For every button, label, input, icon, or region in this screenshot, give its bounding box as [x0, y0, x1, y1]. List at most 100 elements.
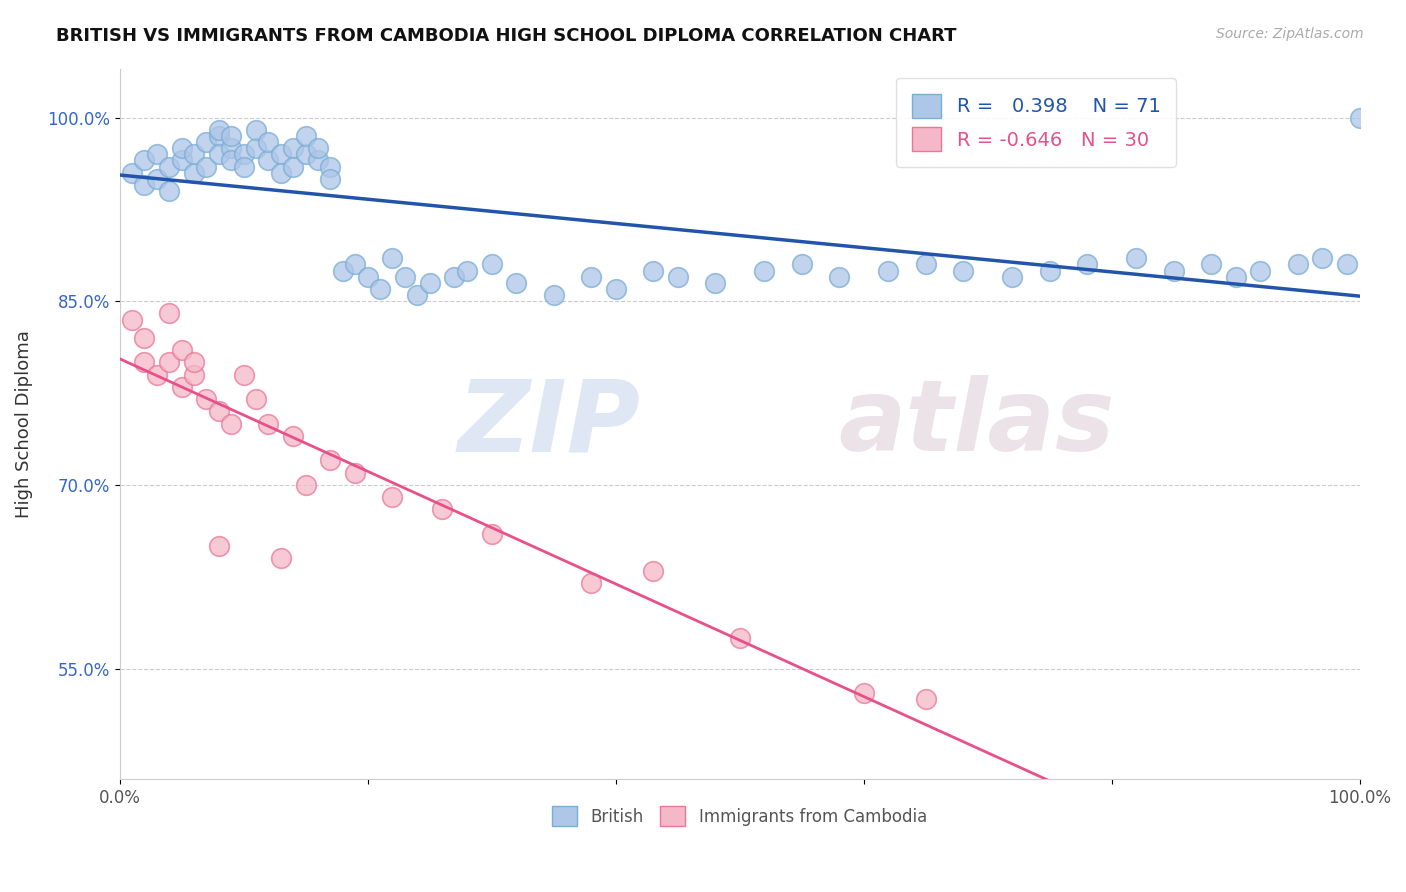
Point [208, 128, 231, 143]
Point [294, 478, 316, 492]
Point [1199, 258, 1222, 272]
Point [219, 153, 242, 168]
Point [1038, 263, 1060, 277]
Point [219, 128, 242, 143]
Point [294, 128, 316, 143]
Point [1125, 252, 1147, 266]
Point [579, 269, 602, 284]
Point [1336, 258, 1358, 272]
Point [257, 135, 280, 149]
Point [208, 539, 231, 553]
Point [219, 141, 242, 155]
Point [443, 269, 465, 284]
Point [790, 258, 813, 272]
Point [1348, 111, 1371, 125]
Point [505, 276, 527, 290]
Point [134, 355, 156, 369]
Point [121, 312, 143, 326]
Legend: British, Immigrants from Cambodia: British, Immigrants from Cambodia [544, 797, 935, 835]
Point [270, 551, 292, 566]
Point [344, 466, 367, 480]
Point [728, 631, 751, 645]
Point [208, 122, 231, 136]
Point [208, 147, 231, 161]
Point [307, 141, 329, 155]
Point [456, 263, 478, 277]
Point [170, 380, 193, 394]
Point [1076, 258, 1098, 272]
Point [641, 263, 664, 277]
Y-axis label: High School Diploma: High School Diploma [15, 330, 32, 517]
Point [195, 392, 218, 407]
Point [952, 263, 974, 277]
Point [157, 306, 180, 320]
Point [294, 147, 316, 161]
Text: Source: ZipAtlas.com: Source: ZipAtlas.com [1216, 27, 1364, 41]
Point [754, 263, 776, 277]
Point [170, 141, 193, 155]
Point [183, 147, 205, 161]
Point [319, 171, 342, 186]
Point [232, 147, 254, 161]
Point [232, 160, 254, 174]
Point [394, 269, 416, 284]
Point [1225, 269, 1247, 284]
Point [245, 392, 267, 407]
Point [270, 166, 292, 180]
Point [257, 153, 280, 168]
Point [605, 282, 627, 296]
Point [146, 368, 169, 382]
Point [195, 160, 218, 174]
Point [319, 453, 342, 467]
Point [146, 147, 169, 161]
Point [703, 276, 725, 290]
Point [283, 160, 305, 174]
Point [134, 153, 156, 168]
Point [430, 502, 453, 516]
Point [852, 686, 875, 700]
Point [1286, 258, 1309, 272]
Point [543, 288, 565, 302]
Point [170, 153, 193, 168]
Point [1310, 252, 1333, 266]
Point [344, 258, 367, 272]
Point [914, 258, 936, 272]
Point [381, 490, 404, 504]
Point [914, 692, 936, 706]
Text: atlas: atlas [839, 376, 1115, 472]
Point [195, 135, 218, 149]
Point [307, 153, 329, 168]
Point [232, 368, 254, 382]
Point [245, 141, 267, 155]
Point [641, 564, 664, 578]
Point [170, 343, 193, 358]
Point [134, 331, 156, 345]
Point [828, 269, 851, 284]
Point [283, 429, 305, 443]
Point [146, 171, 169, 186]
Point [208, 404, 231, 418]
Point [666, 269, 689, 284]
Point [1249, 263, 1271, 277]
Text: BRITISH VS IMMIGRANTS FROM CAMBODIA HIGH SCHOOL DIPLOMA CORRELATION CHART: BRITISH VS IMMIGRANTS FROM CAMBODIA HIGH… [56, 27, 956, 45]
Point [134, 178, 156, 192]
Point [481, 258, 503, 272]
Point [270, 147, 292, 161]
Point [283, 141, 305, 155]
Point [368, 282, 391, 296]
Point [877, 263, 900, 277]
Point [381, 252, 404, 266]
Point [121, 166, 143, 180]
Point [157, 355, 180, 369]
Point [219, 417, 242, 431]
Point [406, 288, 429, 302]
Point [1001, 269, 1024, 284]
Point [356, 269, 378, 284]
Point [245, 122, 267, 136]
Point [481, 527, 503, 541]
Point [579, 576, 602, 591]
Point [157, 160, 180, 174]
Point [183, 368, 205, 382]
Point [332, 263, 354, 277]
Point [183, 355, 205, 369]
